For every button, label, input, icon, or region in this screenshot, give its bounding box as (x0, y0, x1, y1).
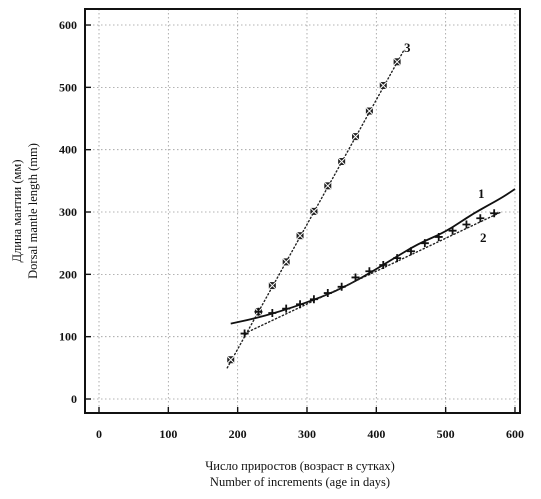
x-tick-label: 200 (229, 427, 247, 441)
data-point (282, 258, 291, 266)
axis-ticks (85, 24, 516, 413)
data-point (309, 295, 318, 304)
plot-frame (84, 8, 521, 414)
data-point-cross (310, 207, 318, 216)
gridlines (85, 9, 520, 413)
y-tick-label: 500 (59, 80, 77, 94)
data-point (351, 273, 360, 282)
data-point-cross (337, 157, 346, 166)
data-point (296, 231, 304, 240)
data-point (434, 232, 443, 241)
data-point-cross (393, 57, 401, 66)
data-point (420, 239, 429, 248)
data-point-cross (268, 281, 277, 290)
series-label-3: 3 (404, 40, 411, 55)
data-point (323, 181, 332, 190)
x-axis-title-ru: Число приростов (возраст в сутках) (205, 459, 395, 473)
data-point (406, 247, 415, 256)
x-tick-label: 500 (437, 427, 455, 441)
data-point (393, 57, 401, 66)
data-point (337, 282, 346, 291)
data-point (282, 304, 291, 313)
data-point-cross (379, 81, 388, 90)
series-2-fit-line (243, 211, 502, 335)
data-point (476, 214, 485, 223)
series-label-1: 1 (478, 186, 485, 201)
x-tick-label: 300 (298, 427, 316, 441)
data-point (351, 132, 360, 141)
series-1-fit-curve (230, 188, 516, 325)
x-tick-labels: 0 100 200 300 400 500 600 (96, 427, 524, 441)
y-axis-title-en: Dorsal mantle length (mm) (26, 143, 40, 279)
data-point (296, 300, 305, 309)
x-tick-label: 0 (96, 427, 102, 441)
data-point-cross (296, 231, 304, 240)
y-tick-labels: 0 100 200 300 400 500 600 (59, 18, 77, 406)
series-layer (226, 49, 516, 369)
x-tick-label: 400 (367, 427, 385, 441)
data-point (323, 289, 332, 298)
data-point (240, 329, 249, 338)
y-tick-label: 0 (71, 392, 77, 406)
y-tick-label: 600 (59, 18, 77, 32)
x-tick-label: 600 (506, 427, 524, 441)
data-point (379, 260, 388, 269)
data-point (462, 220, 471, 229)
data-point (393, 254, 402, 263)
data-point (448, 226, 457, 235)
series-labels: 3 1 2 (404, 40, 487, 245)
data-point-cross (226, 355, 235, 364)
y-axis-title-ru: Длина мантии (мм) (10, 160, 24, 263)
y-tick-label: 100 (59, 330, 77, 344)
x-axis-title-en: Number of increments (age in days) (210, 475, 390, 489)
data-point (337, 157, 346, 166)
data-point-cross (323, 181, 332, 190)
x-tick-label: 100 (159, 427, 177, 441)
data-point (490, 209, 499, 218)
data-point-cross (282, 258, 291, 266)
data-point-cross (365, 107, 374, 115)
data-point (268, 308, 277, 317)
y-tick-label: 200 (59, 267, 77, 281)
data-point (254, 307, 263, 316)
y-tick-label: 300 (59, 205, 77, 219)
series-label-2: 2 (480, 230, 487, 245)
data-point (379, 81, 388, 90)
data-point (365, 267, 374, 276)
series-1 (230, 188, 516, 325)
data-point (310, 207, 318, 216)
series-2 (240, 209, 502, 338)
data-point (226, 355, 235, 364)
y-tick-label: 400 (59, 143, 77, 157)
data-point-cross (351, 132, 360, 141)
data-point (268, 281, 277, 290)
data-point (365, 107, 374, 115)
